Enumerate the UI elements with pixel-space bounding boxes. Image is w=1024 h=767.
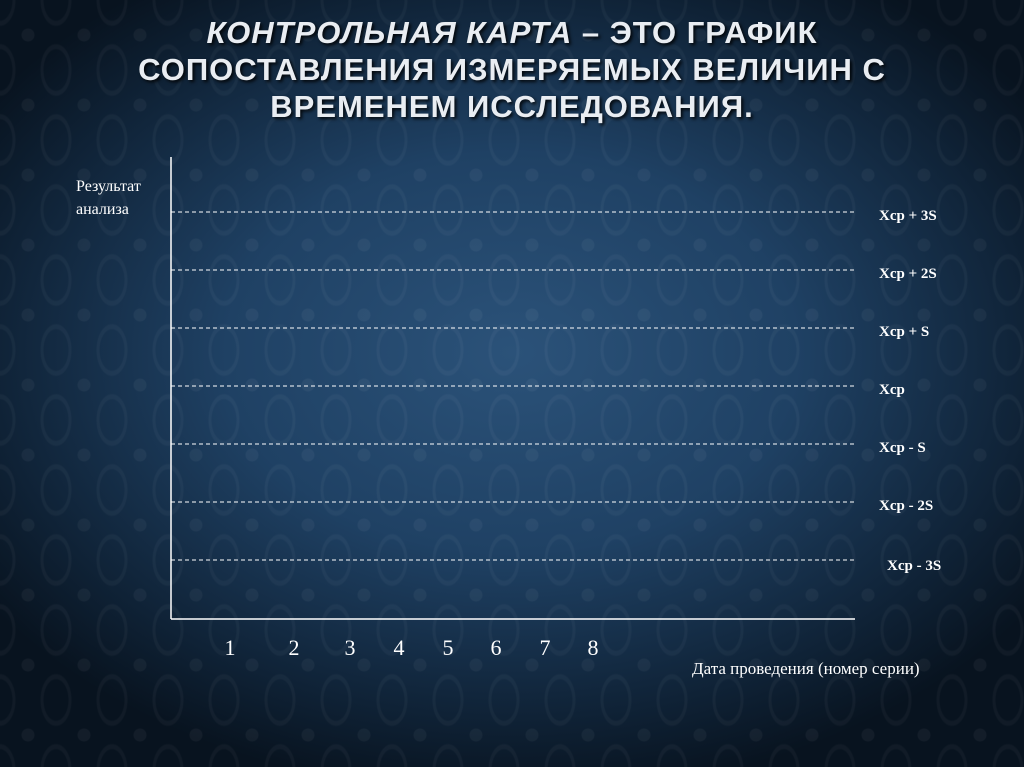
control-line-label: Xcp bbox=[879, 382, 905, 398]
control-line-label: Xcp + S bbox=[879, 324, 929, 340]
control-line-label: Xcp - 2S bbox=[879, 498, 933, 514]
x-tick-labels: 1 2 3 4 5 6 7 8 bbox=[225, 635, 599, 660]
control-lines: Xcp + 3S Xcp + 2S Xcp + S Xcp Xcp - S Xcp - 2… bbox=[171, 208, 941, 574]
slide-title: КОНТРОЛЬНАЯ КАРТА – ЭТО ГРАФИК СОПОСТАВЛ… bbox=[90, 14, 934, 125]
control-line-label: Xcp - S bbox=[879, 440, 926, 456]
x-tick-label: 7 bbox=[540, 635, 551, 660]
title-line1-rest: – ЭТО ГРАФИК bbox=[572, 15, 818, 50]
x-tick-label: 1 bbox=[225, 635, 236, 660]
y-axis-label-line2: анализа bbox=[76, 201, 129, 218]
y-axis-label: Результат анализа bbox=[76, 175, 141, 221]
title-line2: СОПОСТАВЛЕНИЯ ИЗМЕРЯЕМЫХ ВЕЛИЧИН С bbox=[138, 52, 886, 87]
title-italic-part: КОНТРОЛЬНАЯ КАРТА bbox=[206, 15, 573, 50]
x-tick-label: 4 bbox=[394, 635, 405, 660]
x-axis-label: Дата проведения (номер серии) bbox=[692, 659, 920, 678]
x-tick-label: 3 bbox=[345, 635, 356, 660]
title-line3: ВРЕМЕНЕМ ИССЛЕДОВАНИЯ. bbox=[270, 89, 754, 124]
control-line-label: Xcp + 2S bbox=[879, 266, 937, 282]
x-tick-label: 8 bbox=[588, 635, 599, 660]
x-tick-label: 6 bbox=[491, 635, 502, 660]
control-line-label: Xcp - 3S bbox=[887, 558, 941, 574]
control-line-label: Xcp + 3S bbox=[879, 208, 937, 224]
x-tick-label: 2 bbox=[289, 635, 300, 660]
x-tick-label: 5 bbox=[443, 635, 454, 660]
y-axis-label-line1: Результат bbox=[76, 178, 141, 195]
